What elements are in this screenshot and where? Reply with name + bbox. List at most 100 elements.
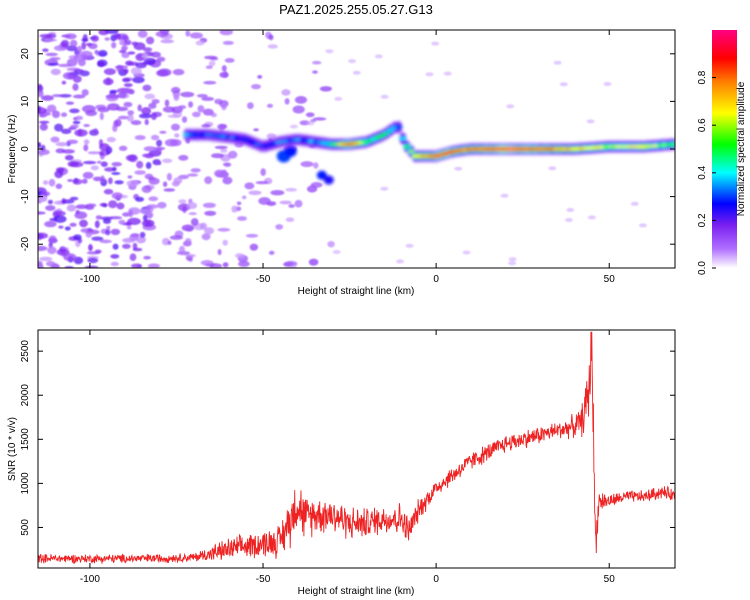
spectrogram-speckle-blob — [127, 175, 133, 179]
spectrogram-speckle-blob — [201, 96, 215, 101]
spectrogram-x-label: Height of straight line (km) — [298, 286, 415, 297]
spectrogram-speckle-blob — [157, 201, 167, 209]
y-tick-label: -20 — [20, 237, 31, 252]
spectrogram-speckle-blob — [188, 212, 197, 216]
spectrogram-speckle-blob — [151, 99, 160, 104]
spectrogram-speckle-blob — [110, 254, 120, 259]
spectrogram-speckle-blob — [58, 225, 64, 229]
spectrogram-speckle-blob — [443, 71, 452, 76]
spectrogram-speckle-blob — [178, 199, 187, 204]
spectrogram-speckle-blob — [108, 177, 113, 185]
spectrogram-speckle-blob — [45, 33, 57, 39]
spectrogram-speckle-blob — [50, 136, 60, 143]
spectrogram-speckle-blob — [69, 222, 77, 227]
spectrogram-speckle-blob — [185, 254, 196, 258]
snr-plot-area — [38, 331, 675, 564]
spectrogram-speckle-blob — [110, 261, 120, 267]
spectrogram-speckle-blob — [85, 110, 98, 117]
spectrogram-speckle-blob — [38, 90, 44, 98]
spectrogram-speckle-blob — [288, 204, 295, 208]
spectrogram-speckle-blob — [91, 35, 99, 42]
spectrogram-speckle-blob — [111, 162, 122, 167]
spectrogram-speckle-blob — [138, 113, 152, 119]
spectrogram-speckle-blob — [52, 110, 60, 119]
spectrogram-speckle-blob — [120, 87, 134, 94]
spectrogram-speckle-blob — [121, 45, 128, 51]
spectrogram-speckle-blob — [72, 94, 86, 99]
spectrogram-speckle — [38, 30, 647, 268]
spectrogram-speckle-blob — [251, 84, 261, 90]
spectrogram-blob — [316, 170, 327, 180]
spectrogram-speckle-blob — [45, 52, 58, 57]
spectrogram-speckle-blob — [462, 250, 471, 255]
spectrogram-speckle-blob — [171, 86, 181, 94]
spectrogram-speckle-blob — [126, 180, 140, 187]
spectrogram-speckle-blob — [47, 246, 57, 255]
spectrogram-speckle-blob — [58, 94, 72, 98]
spectrogram-speckle-blob — [325, 49, 334, 54]
spectrogram-speckle-blob — [162, 106, 176, 113]
spectrogram-speckle-blob — [222, 162, 232, 167]
spectrogram-speckle-blob — [152, 111, 162, 118]
spectrogram-speckle-blob — [148, 196, 159, 202]
spectrogram-speckle-blob — [144, 93, 156, 100]
spectrogram-speckle-blob — [289, 265, 297, 268]
y-tick-label: 2500 — [20, 340, 31, 363]
spectrogram-speckle-blob — [42, 180, 49, 185]
spectrogram-speckle-blob — [203, 80, 217, 85]
spectrogram-speckle-blob — [90, 165, 99, 171]
colorbar-tick-label: 0.4 — [697, 165, 708, 179]
spectrogram-speckle-blob — [81, 89, 89, 96]
spectrogram-speckle-blob — [249, 243, 259, 251]
spectrogram-speckle-blob — [205, 65, 213, 69]
spectrogram-speckle-blob — [201, 233, 211, 241]
spectrogram-speckle-blob — [67, 179, 74, 182]
spectrogram-speckle-blob — [284, 260, 298, 267]
spectrogram-speckle-blob — [257, 75, 263, 79]
spectrogram-speckle-blob — [118, 219, 126, 225]
spectrogram-speckle-blob — [260, 168, 267, 177]
spectrogram-speckle-blob — [189, 32, 203, 39]
spectrogram-speckle-blob — [111, 42, 117, 49]
spectrogram-speckle-blob — [127, 51, 136, 55]
spectrogram-speckle-blob — [109, 89, 118, 94]
spectrogram-speckle-blob — [248, 190, 262, 196]
spectrogram-speckle-blob — [110, 228, 121, 236]
y-tick-label: 1000 — [20, 472, 31, 495]
spectrogram-speckle-blob — [224, 58, 235, 63]
spectrogram-speckle-blob — [222, 239, 228, 246]
spectrogram-speckle-blob — [105, 94, 119, 102]
colorbar-tick-label: 0.0 — [697, 261, 708, 275]
spectrogram-speckle-blob — [38, 245, 48, 252]
spectrogram-speckle-blob — [83, 124, 90, 127]
spectrogram-speckle-blob — [108, 200, 118, 209]
spectrogram-x-ticks: -100 -50 0 50 — [80, 30, 615, 285]
spectrogram-speckle-blob — [106, 150, 111, 155]
spectrogram-speckle-blob — [65, 101, 75, 105]
spectrogram-speckle-blob — [111, 192, 123, 200]
spectrogram-blob — [323, 175, 334, 185]
spectrogram-speckle-blob — [130, 120, 142, 126]
spectrogram-speckle-blob — [143, 146, 157, 152]
spectrogram-speckle-blob — [179, 245, 185, 254]
spectrogram-speckle-blob — [64, 154, 74, 161]
y-tick-label: 1500 — [20, 428, 31, 451]
spectrogram-speckle-blob — [217, 227, 231, 232]
spectrogram-speckle-blob — [97, 61, 105, 68]
spectrogram-speckle-blob — [112, 124, 118, 132]
spectrogram-speckle-blob — [56, 248, 70, 256]
spectrogram-speckle-blob — [111, 172, 121, 175]
spectrogram-speckle-blob — [62, 72, 77, 80]
spectrogram-speckle-blob — [237, 216, 247, 221]
spectrogram-speckle-blob — [508, 261, 517, 266]
spectrogram-speckle-blob — [186, 202, 198, 210]
spectrogram-speckle-blob — [178, 174, 189, 180]
spectrogram-speckle-blob — [253, 128, 259, 132]
spectrogram-speckle-blob — [92, 176, 103, 182]
spectrogram-speckle-blob — [156, 69, 169, 77]
spectrogram-speckle-blob — [312, 70, 318, 74]
spectrogram-speckle-blob — [212, 264, 220, 268]
spectrogram-speckle-blob — [106, 225, 111, 231]
spectrogram-speckle-blob — [54, 123, 64, 132]
spectrogram-speckle-blob — [141, 107, 152, 115]
